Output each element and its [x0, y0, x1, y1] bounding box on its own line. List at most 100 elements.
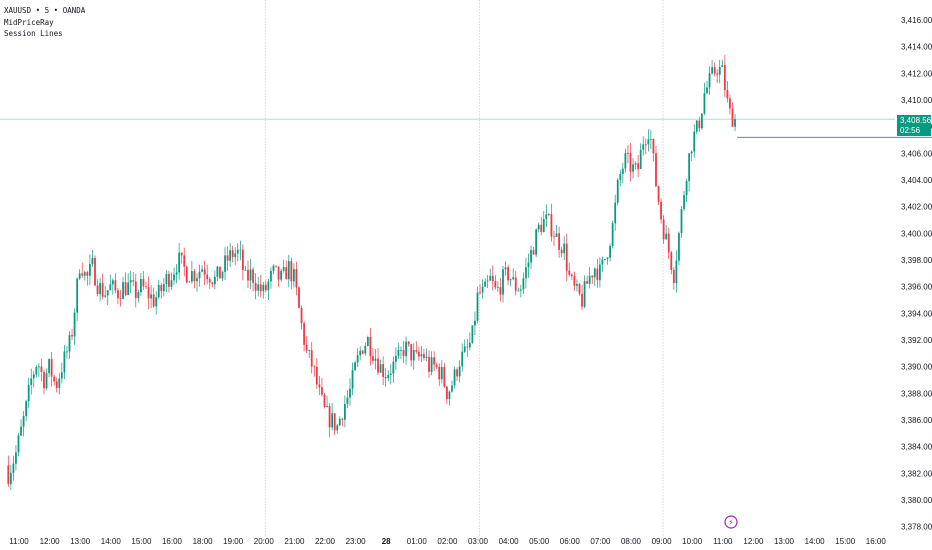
candle-body: [540, 224, 543, 233]
x-tick-label: 23:00: [346, 537, 367, 546]
candle-body: [593, 268, 596, 278]
candle-body: [433, 357, 436, 365]
x-tick-label: 04:00: [499, 537, 520, 546]
candle-body: [178, 252, 181, 273]
candle-body: [394, 355, 397, 362]
candle-body: [145, 286, 147, 288]
candle-body: [254, 282, 257, 291]
candle-body: [407, 341, 410, 345]
candle-body: [63, 351, 66, 373]
candle-body: [402, 349, 405, 357]
candle-body: [247, 269, 249, 281]
candle-body: [693, 131, 696, 152]
candle-body: [494, 281, 497, 288]
y-tick-label: 3,386.000: [901, 416, 932, 425]
y-tick-label: 3,394.000: [901, 309, 932, 318]
candle-body: [236, 249, 239, 254]
candle-body: [379, 364, 382, 373]
candle-body: [502, 269, 504, 295]
indicator-session-lines[interactable]: Session Lines: [4, 29, 63, 38]
y-tick-label: 3,410.000: [901, 96, 932, 105]
symbol-title[interactable]: XAUUSD • 5 • OANDA: [4, 6, 86, 15]
candle-body: [20, 426, 22, 436]
candle-body: [48, 359, 50, 374]
candle-body: [338, 418, 341, 426]
candle-body: [438, 366, 441, 380]
candle-body: [448, 391, 451, 400]
candle-body: [313, 366, 316, 368]
candle-body: [231, 250, 234, 258]
candle-body: [410, 344, 413, 361]
x-tick-label: 03:00: [468, 537, 489, 546]
candle-body: [489, 275, 492, 281]
lightning-icon[interactable]: [724, 515, 738, 529]
candle-body: [690, 151, 693, 154]
candle-body: [234, 253, 237, 258]
candle-body: [127, 282, 130, 295]
candle-body: [165, 273, 168, 284]
candle-body: [445, 386, 448, 400]
candle-body: [323, 394, 326, 407]
event-marker[interactable]: ⚡: [724, 515, 738, 529]
candle-body: [685, 181, 688, 196]
candle-body: [168, 273, 170, 287]
candle-body: [262, 284, 265, 292]
candle-body: [601, 259, 604, 265]
candle-body: [519, 289, 522, 291]
candle-body: [50, 359, 53, 377]
y-tick-label: 3,416.000: [901, 16, 932, 25]
candle-body: [417, 351, 420, 357]
candle-body: [331, 413, 334, 428]
candle-body: [175, 272, 178, 275]
candle-body: [160, 284, 163, 292]
candle-body: [76, 278, 79, 313]
candle-body: [198, 271, 201, 279]
candle-body: [239, 249, 242, 251]
candle-body: [558, 233, 560, 250]
candle-body: [389, 373, 392, 375]
candle-body: [229, 250, 232, 261]
candle-body: [726, 90, 729, 99]
candle-body: [670, 252, 673, 270]
y-tick-label: 3,402.000: [901, 203, 932, 212]
candle-body: [45, 373, 48, 389]
candle-body: [310, 350, 313, 367]
candle-body: [491, 275, 494, 282]
candle-body: [430, 357, 433, 372]
candle-body: [647, 139, 650, 145]
candle-body: [537, 224, 540, 230]
candle-body: [708, 73, 711, 88]
candle-body: [688, 153, 691, 182]
candle-body: [700, 113, 703, 129]
candle-body: [621, 168, 624, 175]
candle-body: [35, 366, 38, 375]
candle-body: [458, 366, 461, 377]
price-axis[interactable]: 3,378.000 3,380.000 3,382.000 3,384.000 3,38…: [901, 16, 932, 532]
candle-body: [193, 271, 196, 282]
candle-body: [321, 387, 323, 395]
candle-body: [267, 281, 270, 291]
candle-body: [71, 335, 73, 337]
candle-body: [134, 281, 137, 299]
candle-body: [570, 274, 573, 277]
x-tick-label: 16:00: [866, 537, 887, 546]
candle-body: [372, 356, 374, 361]
time-axis[interactable]: 11:00 12:00 13:00 14:00 15:00 16:00 18:00 19:00…: [9, 537, 886, 546]
candle-body: [88, 264, 91, 276]
candle-body: [374, 358, 377, 361]
candle-body: [287, 261, 290, 280]
candle-body: [463, 346, 466, 352]
candle-body: [632, 164, 634, 172]
candle-body: [496, 287, 499, 289]
candle-body: [619, 174, 622, 181]
candle-body: [734, 119, 736, 127]
candle-body: [343, 404, 346, 420]
candle-body: [270, 270, 272, 282]
candle-body: [428, 356, 430, 372]
candle-body: [277, 266, 280, 280]
indicator-midpriceray[interactable]: MidPriceRay: [4, 17, 54, 27]
x-tick-label: 09:00: [652, 537, 673, 546]
x-tick-label: 08:00: [621, 537, 642, 546]
candle-body: [568, 270, 571, 275]
